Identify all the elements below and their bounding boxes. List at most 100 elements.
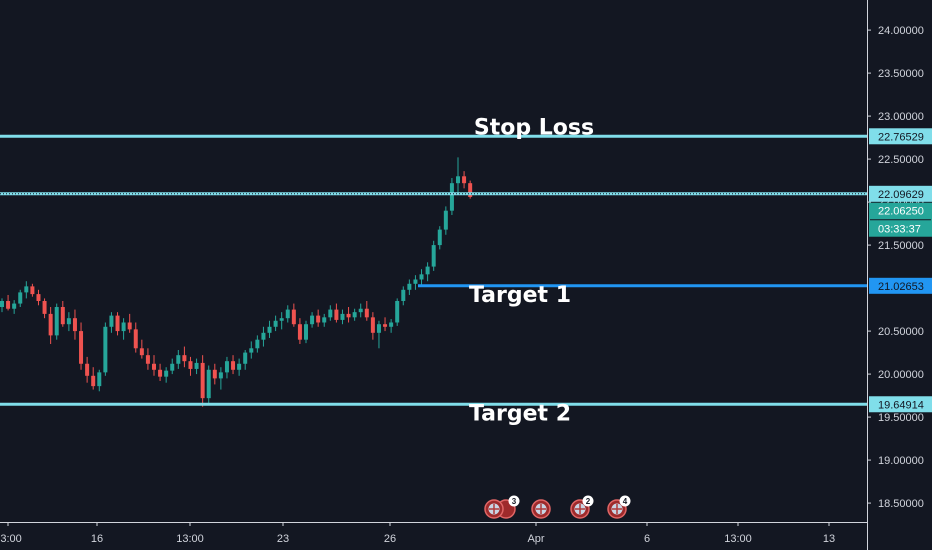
candle-body (364, 308, 369, 318)
candle (419, 269, 424, 287)
candle-body (66, 318, 71, 325)
event-count-label: 2 (586, 497, 591, 506)
candle (468, 180, 473, 199)
candle-body (334, 309, 339, 320)
candle-body (346, 313, 351, 318)
candle-body (383, 324, 388, 327)
candle-body (425, 266, 430, 275)
time-axis[interactable]: 13:00 16 13:00 23 26 Apr 6 13:00 13 (0, 522, 867, 550)
candle-body (437, 229, 442, 246)
candle (152, 355, 156, 376)
candle-body (145, 355, 150, 364)
candle (194, 358, 199, 375)
candle (158, 363, 163, 381)
candle-body (285, 309, 290, 319)
candle (54, 303, 59, 340)
candle-body (291, 309, 296, 325)
candle-body (97, 372, 102, 387)
candle (340, 309, 345, 325)
candle (42, 298, 47, 319)
candle-body (231, 361, 236, 370)
level-annotation: Stop Loss (474, 115, 594, 140)
candle (103, 322, 108, 376)
candle (255, 335, 260, 353)
candle (18, 289, 23, 308)
candle (352, 308, 357, 321)
candle-body (103, 326, 108, 373)
candle-body (85, 363, 90, 376)
candle (456, 157, 460, 194)
price-axis[interactable]: 24.0000023.5000023.0000022.5000022.00000… (867, 0, 932, 550)
candle-body (243, 352, 248, 364)
candle-body (158, 369, 163, 377)
level-price-label: 22.09629 (878, 189, 924, 201)
candle (48, 307, 53, 344)
candle (145, 348, 150, 370)
candle (346, 307, 351, 323)
price-tick-label: 23.00000 (878, 111, 924, 123)
current-price-label: 22.06250 (878, 206, 924, 218)
candle-body (261, 332, 266, 340)
candle-body (431, 245, 436, 267)
candle (85, 356, 90, 383)
candle-body (273, 320, 278, 327)
candle (224, 356, 229, 379)
candle-body (206, 369, 211, 399)
candle-body (54, 307, 59, 336)
level-price-tag (869, 277, 932, 294)
event-count-label: 4 (623, 497, 628, 506)
candle (24, 281, 29, 299)
candle-body (48, 313, 53, 336)
candle (310, 312, 315, 328)
candle-body (376, 324, 381, 333)
horizontal-levels (0, 134, 867, 406)
level-price-label: 19.64914 (878, 399, 924, 411)
price-tick-label: 20.50000 (878, 326, 924, 338)
candle-body (36, 294, 41, 301)
candle (97, 369, 102, 392)
candle (279, 312, 284, 330)
level-price-tag (869, 128, 932, 145)
event-count-badge (619, 495, 631, 507)
candle-body (407, 283, 412, 290)
time-tick-label: 23 (277, 533, 289, 545)
candle (273, 315, 278, 332)
event-marker[interactable]: 2 (570, 495, 594, 519)
candle-body (297, 324, 302, 340)
candle-body (109, 315, 114, 327)
candle (231, 355, 236, 375)
event-marker[interactable]: 3 (484, 495, 520, 519)
candle (115, 312, 120, 336)
candlestick-series (0, 157, 473, 407)
candle (243, 350, 248, 370)
candle-body (218, 372, 223, 379)
event-marker[interactable]: 4 (607, 495, 631, 519)
candle-body (279, 318, 284, 321)
candle (425, 262, 430, 282)
candle-body (304, 324, 308, 340)
candle-body (340, 313, 345, 320)
time-axis-bg (0, 522, 867, 550)
candle-body (456, 176, 460, 184)
candle-body (18, 292, 23, 304)
candle (170, 358, 175, 375)
candle-body (182, 355, 187, 362)
candle-body (449, 183, 454, 211)
price-tick-label: 19.50000 (878, 412, 924, 424)
candle-body (237, 363, 242, 370)
price-tick-label: 19.00000 (878, 455, 924, 467)
candle-body (267, 326, 272, 333)
candle (176, 350, 181, 369)
candle (127, 313, 132, 333)
time-tick-label: 13:00 (0, 533, 22, 545)
candle (139, 339, 144, 359)
candle-body (176, 355, 181, 364)
candle (285, 305, 290, 323)
candle (267, 320, 272, 338)
candle (395, 298, 400, 326)
event-marker[interactable] (531, 499, 551, 519)
candle-body (358, 308, 363, 313)
candle (297, 318, 302, 344)
candle-body (389, 322, 394, 327)
